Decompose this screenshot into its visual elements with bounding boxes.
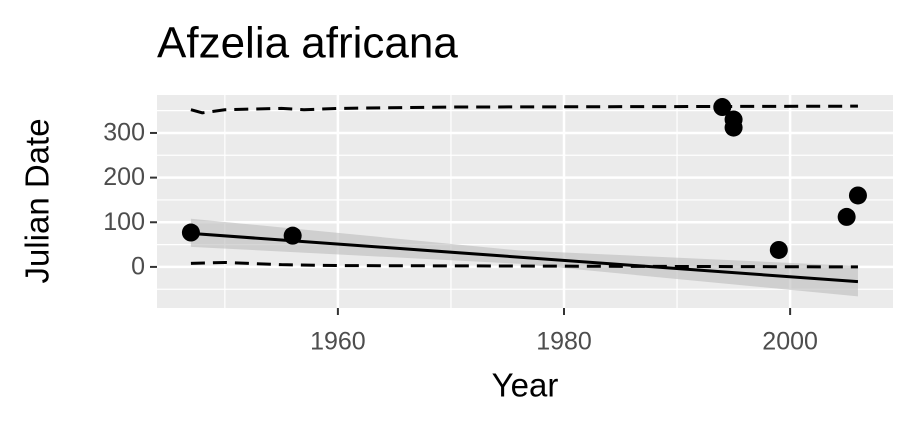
y-tick-label: 200 (103, 163, 145, 191)
point (848, 186, 867, 205)
chart-title: Afzelia africana (157, 19, 458, 68)
x-tick-label: 1960 (310, 328, 366, 356)
y-tick-label: 100 (103, 208, 145, 236)
x-tick-label: 1980 (536, 328, 592, 356)
point (181, 223, 200, 242)
y-tick-label: 300 (103, 119, 145, 147)
y-tick-label: 0 (131, 253, 145, 281)
point (724, 118, 743, 137)
fit-line (190, 231, 859, 284)
point (713, 98, 732, 117)
x-tick-label: 2000 (762, 328, 818, 356)
x-axis-label: Year (492, 367, 559, 404)
point (837, 207, 856, 226)
y-axis-label: Julian Date (19, 118, 56, 283)
point (769, 240, 788, 259)
point (283, 226, 302, 245)
lower-quantile-line (190, 260, 858, 269)
